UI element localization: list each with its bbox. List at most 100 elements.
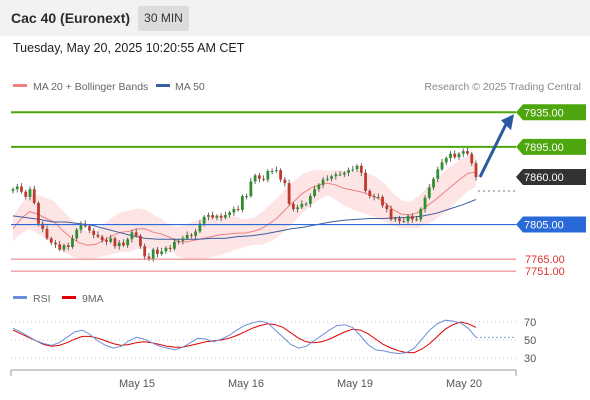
candle-body [92, 230, 96, 235]
candle-body [419, 209, 423, 220]
candle-body [223, 215, 227, 218]
candle-body [427, 187, 431, 198]
candle-body [194, 231, 198, 236]
candle-body [257, 175, 261, 179]
candle-body [330, 176, 333, 179]
candle-body [130, 232, 134, 240]
rsi-tick-label: 70 [524, 317, 536, 329]
candle-body [296, 207, 299, 209]
candle-body [11, 189, 15, 191]
candle-body [49, 238, 53, 243]
candle-body [308, 196, 312, 204]
candle-body [398, 218, 401, 222]
level-label-7860.00: 7860.00 [524, 172, 564, 184]
rsi-ma-line [12, 321, 477, 354]
candle-body [79, 223, 83, 230]
candle-body [190, 234, 193, 236]
candle-body [75, 229, 79, 239]
candle-body [202, 216, 206, 224]
candle-body [262, 178, 266, 180]
candle-body [100, 236, 104, 241]
candle-body [402, 221, 406, 223]
x-tick-label: May 15 [119, 378, 155, 390]
x-tick-label: May 19 [337, 378, 373, 390]
candle-body [338, 174, 342, 176]
ma-bb-legend-swatch [13, 84, 27, 87]
candle-body [181, 238, 185, 241]
candle-body [368, 190, 372, 197]
candle-body [139, 235, 142, 247]
candle-body [156, 249, 159, 254]
candle-body [109, 238, 113, 242]
chart-title: Cac 40 (Euronext) [11, 10, 131, 26]
rsi-legend-label: RSI [33, 293, 51, 305]
candle-body [410, 215, 414, 220]
candle-body [113, 238, 117, 247]
candle-body [37, 202, 40, 224]
rsi-line [12, 319, 477, 355]
chart-header: Cac 40 (Euronext) 30 MIN [0, 0, 590, 36]
projection-arrow-head [501, 114, 514, 131]
candle-body [28, 189, 32, 197]
candle-body [198, 223, 202, 232]
candle-body [432, 178, 435, 188]
timestamp: Tuesday, May 20, 2025 10:20:55 AM CET [13, 41, 245, 55]
candle-body [62, 245, 66, 250]
candle-body [66, 245, 70, 247]
candle-body [126, 239, 130, 246]
candle-body [359, 165, 363, 173]
candle-body [347, 170, 350, 173]
level-tag-7935.00 [516, 104, 586, 121]
level-label-7935.00: 7935.00 [524, 107, 564, 119]
candle-body [228, 212, 232, 216]
candle-body [453, 153, 457, 158]
candle-body [143, 246, 147, 257]
level-label-7895.00: 7895.00 [524, 142, 564, 154]
ma-bb-legend-label: MA 20 + Bollinger Bands [33, 81, 148, 93]
candle-body [423, 197, 427, 209]
candle-body [24, 191, 28, 197]
candle-body [117, 242, 121, 247]
candle-body [71, 238, 74, 247]
candle-body [381, 196, 384, 206]
rsi-tick-label: 30 [524, 353, 536, 365]
level-label-7805.00: 7805.00 [524, 220, 564, 232]
candle-body [240, 196, 244, 210]
candle-body [147, 256, 151, 260]
timeframe-button[interactable]: 30 MIN [138, 6, 189, 31]
candle-body [461, 151, 465, 154]
candle-body [321, 179, 325, 185]
candle-body [160, 251, 164, 254]
candle-body [457, 153, 461, 158]
ma50-legend-swatch [156, 84, 170, 87]
candle-body [304, 203, 308, 205]
candle-body [20, 186, 23, 192]
candle-body [440, 162, 444, 170]
candle-body [291, 203, 295, 209]
candle-body [253, 175, 257, 182]
level-label-7751.00: 7751.00 [525, 266, 565, 278]
candle-body [300, 203, 304, 208]
candle-body [164, 247, 168, 252]
candle-body [372, 196, 376, 198]
level-tag-7805.00 [516, 216, 586, 233]
rsi-legend-swatch [13, 296, 27, 299]
credit-text: Research © 2025 Trading Central [424, 81, 581, 93]
candle-body [283, 179, 287, 184]
candle-body [219, 215, 223, 218]
rsi-ma-legend-swatch [62, 296, 76, 299]
candle-body [41, 223, 45, 229]
ma50-legend-label: MA 50 [175, 81, 205, 93]
candle-body [393, 218, 397, 220]
projection-arrow-shaft [478, 123, 508, 178]
candle-body [270, 171, 274, 172]
candle-body [232, 209, 236, 213]
candle-body [177, 240, 181, 242]
candle-body [466, 151, 469, 154]
candle-body [122, 242, 125, 246]
candle-body [325, 178, 329, 180]
rsi-tick-label: 50 [524, 335, 536, 347]
level-tag-7860.00 [516, 169, 586, 186]
candle-body [351, 169, 355, 171]
